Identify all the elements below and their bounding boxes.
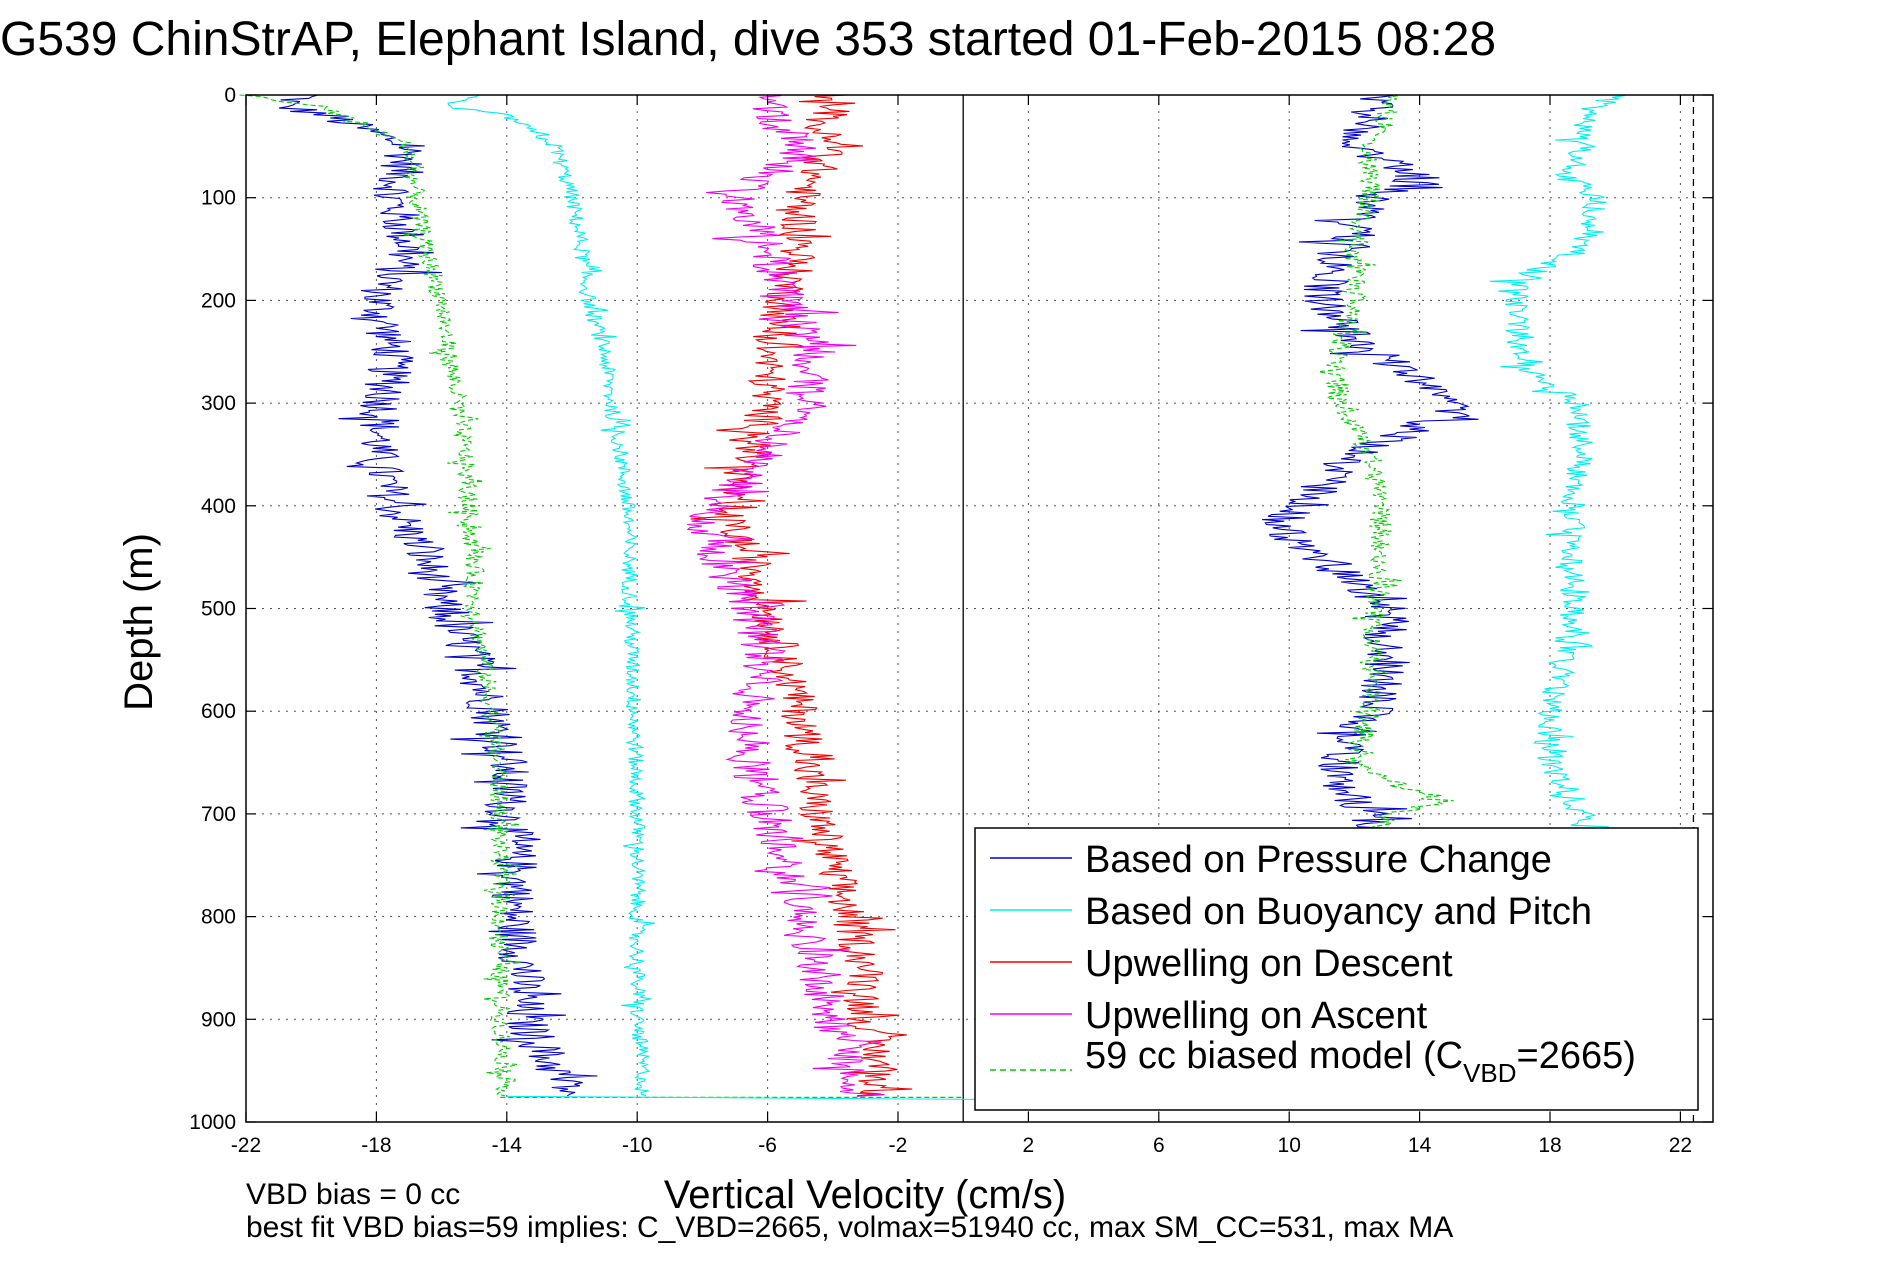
x-axis-label: Vertical Velocity (cm/s)	[664, 1173, 1066, 1217]
legend-item-upwelling-ascent: Upwelling on Ascent	[990, 995, 1428, 1037]
y-tick-label: 0	[224, 84, 236, 107]
y-tick-label: 200	[201, 289, 236, 312]
bottom-turn-line-buoyancy	[506, 1095, 980, 1100]
series-line-upwelling-ascent-ascent	[686, 95, 885, 1097]
y-tick-label: 300	[201, 392, 236, 415]
legend-label-biased-model: 59 cc biased model (CVBD=2665)	[1085, 1035, 1636, 1088]
legend-label-biased-suffix: =2665)	[1517, 1035, 1636, 1077]
x-tick-label: 18	[1538, 1134, 1561, 1157]
x-tick-label: 22	[1669, 1134, 1692, 1157]
x-tick-label: -2	[889, 1134, 908, 1157]
x-tick-label: 2	[1023, 1134, 1035, 1157]
y-tick-label: 100	[201, 187, 236, 210]
y-tick-label: 700	[201, 803, 236, 826]
series-line-biased-model-descent	[239, 94, 522, 1097]
x-tick-label: 6	[1153, 1134, 1165, 1157]
y-tick-label: 500	[201, 598, 236, 621]
best-fit-note: best fit VBD bias=59 implies: C_VBD=2665…	[246, 1211, 1453, 1244]
y-tick-label: 800	[201, 906, 236, 929]
legend-box	[974, 827, 1699, 1111]
chart-title: G539 ChinStrAP, Elephant Island, dive 35…	[0, 13, 1496, 66]
legend-label-upwelling-ascent: Upwelling on Ascent	[1085, 995, 1428, 1037]
y-tick-label: 1000	[189, 1111, 236, 1134]
series-line-pressure-descent	[278, 94, 598, 1097]
x-tick-label: 14	[1408, 1134, 1432, 1157]
legend-item-pressure: Based on Pressure Change	[990, 839, 1552, 881]
y-tick-label: 900	[201, 1008, 236, 1031]
y-tick-labels: 0 100 200 300 400 500 600 700 800 900 1000	[189, 84, 236, 1134]
legend-item-biased-model: 59 cc biased model (CVBD=2665)	[990, 1035, 1636, 1088]
legend-item-buoyancy: Based on Buoyancy and Pitch	[990, 891, 1592, 933]
series-line-upwelling-descent-descent	[690, 94, 913, 1097]
legend-label-buoyancy: Based on Buoyancy and Pitch	[1085, 891, 1592, 933]
vbd-bias-note: VBD bias = 0 cc	[246, 1178, 460, 1211]
y-axis-label: Depth (m)	[117, 533, 161, 711]
legend: Based on Pressure Change Based on Buoyan…	[974, 827, 1699, 1111]
legend-label-pressure: Based on Pressure Change	[1085, 839, 1552, 881]
y-tick-label: 600	[201, 700, 236, 723]
x-tick-label: -22	[231, 1134, 261, 1157]
legend-label-biased-sub: VBD	[1463, 1058, 1516, 1088]
x-tick-label: -14	[492, 1134, 523, 1157]
x-tick-labels: -22 -18 -14 -10 -6 -2 2 6 10 14 18 22	[231, 1134, 1692, 1157]
legend-label-biased-prefix: 59 cc biased model (C	[1085, 1035, 1463, 1077]
x-tick-label: -6	[758, 1134, 777, 1157]
x-tick-label: 10	[1278, 1134, 1301, 1157]
series-line-buoyancy-descent	[447, 94, 656, 1097]
axes	[245, 94, 1714, 1123]
legend-item-upwelling-descent: Upwelling on Descent	[990, 943, 1453, 985]
legend-label-upwelling-descent: Upwelling on Descent	[1085, 943, 1453, 985]
y-tick-label: 400	[201, 495, 236, 518]
x-tick-label: -10	[622, 1134, 652, 1157]
x-tick-label: -18	[361, 1134, 391, 1157]
